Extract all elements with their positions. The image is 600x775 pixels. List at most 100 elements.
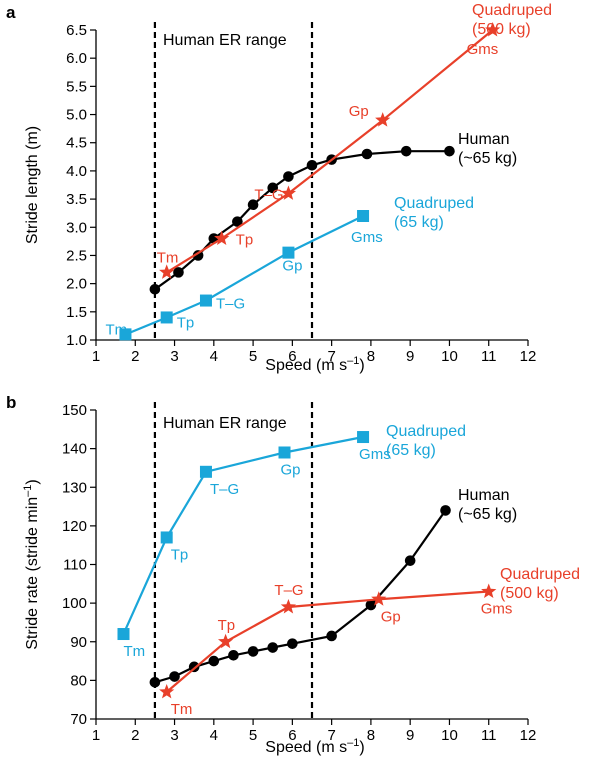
x-tick-label: 5: [249, 727, 257, 744]
series-quadruped-500-kg: Tm Tp T–G Gp Gms Quadruped (500 kg): [159, 566, 580, 718]
x-tick-label: 11: [481, 727, 497, 744]
y-tick-label: 140: [62, 441, 87, 458]
er-range-label: Human ER range: [163, 32, 287, 49]
gait-label: T–G: [216, 296, 245, 313]
x-tick-label: 5: [249, 348, 257, 365]
x-tick-label: 1: [92, 348, 100, 365]
gait-label: Gms: [467, 41, 499, 58]
x-tick-label: 1: [92, 727, 100, 744]
data-point-star: [217, 633, 234, 649]
y-tick-label: 4.5: [66, 135, 87, 152]
x-tick-label: 7: [327, 727, 335, 744]
y-tick-label: 6.0: [66, 50, 87, 67]
data-point-square: [160, 531, 173, 544]
x-axis-label: Speed (m s–1): [265, 737, 364, 756]
data-point-circle: [232, 216, 243, 227]
x-axis-label-sup: –1: [347, 737, 359, 749]
x-tick-label: 4: [210, 348, 218, 365]
x-axis-label-close: ): [359, 357, 364, 374]
x-tick-label: 11: [481, 348, 497, 365]
y-axis-label-main: Stride length (m): [24, 126, 41, 244]
data-point-square: [199, 294, 212, 307]
x-tick-label: 4: [210, 727, 218, 744]
data-point-circle: [267, 182, 279, 194]
data-point-circle: [440, 505, 451, 516]
series-quadruped-500-kg: Tm Tp T–G Gp Gms Quadruped (500 kg): [157, 2, 552, 279]
gait-label: Gms: [481, 601, 513, 618]
data-point-circle: [169, 671, 180, 682]
series-label: (~65 kg): [458, 506, 517, 523]
y-tick-label: 90: [70, 634, 87, 651]
series-line: [165, 590, 489, 693]
gait-label: Tp: [236, 232, 254, 249]
data-point-square: [117, 628, 130, 641]
data-point-star: [159, 683, 175, 699]
data-point-circle: [149, 283, 161, 295]
data-point-star: [375, 112, 391, 127]
y-tick-label: 1.0: [66, 332, 87, 349]
y-tick-label: 2.0: [66, 276, 87, 293]
series-label: Quadruped: [394, 195, 474, 212]
gait-label: Tm: [171, 701, 193, 718]
x-tick-label: 3: [170, 348, 178, 365]
gait-label: Gp: [281, 461, 301, 478]
data-point-square: [278, 446, 291, 459]
data-point-star: [214, 230, 230, 246]
gait-label: Tp: [171, 546, 189, 563]
gait-label: Tm: [105, 321, 127, 338]
y-axis-label-close: ): [24, 479, 41, 484]
gait-label: Tp: [177, 314, 195, 331]
series-label: (65 kg): [394, 214, 444, 231]
er-range-label: Human ER range: [163, 415, 287, 432]
data-point-circle: [444, 145, 455, 157]
x-tick-label: 12: [520, 348, 537, 365]
panel-letter: a: [6, 3, 16, 22]
y-axis-label: Stride length (m): [24, 126, 41, 244]
y-axis-label: Stride rate (stride min–1): [22, 479, 41, 650]
x-tick-label: 8: [367, 727, 375, 744]
gait-label: Gms: [351, 229, 383, 246]
y-axis-label-main: Stride rate (stride min: [24, 497, 41, 650]
series-quadruped-65-kg: Tm Tp T–G Gp Gms Quadruped (65 kg): [105, 195, 474, 341]
x-tick-label: 10: [441, 727, 458, 744]
x-tick-label: 6: [288, 348, 296, 365]
x-axis-label-sup: –1: [347, 355, 359, 367]
y-tick-label: 6.5: [66, 22, 87, 39]
gait-label: T–G: [254, 186, 283, 203]
data-point-circle: [149, 677, 161, 688]
series-label: Quadruped: [472, 2, 552, 19]
y-tick-label: 120: [62, 518, 87, 535]
panel-b: b1 2 3 4 5 6 7 8 9 10 11 12708090100110120130140150…: [6, 393, 580, 756]
data-point-circle: [192, 250, 204, 261]
y-tick-label: 150: [62, 402, 87, 419]
data-point-square: [357, 210, 370, 222]
data-point-star: [485, 22, 501, 37]
x-axis-label-close: ): [359, 739, 364, 756]
x-tick-label: 2: [131, 348, 139, 365]
data-point-square: [160, 311, 173, 324]
y-tick-label: 70: [70, 711, 87, 728]
panel-a: a1 2 3 4 5 6 7 8 9 10 11 121.01.52.02.53.03.54.04.5…: [6, 2, 552, 374]
x-tick-label: 9: [406, 727, 414, 744]
data-point-star: [481, 583, 497, 599]
data-point-circle: [173, 267, 184, 278]
data-point-circle: [247, 646, 259, 657]
data-point-circle: [400, 145, 412, 157]
data-point-circle: [404, 555, 416, 566]
y-tick-label: 130: [62, 479, 87, 496]
data-point-square: [282, 246, 295, 259]
x-tick-label: 7: [327, 348, 335, 365]
y-tick-label: 2.5: [66, 247, 87, 264]
data-point-circle: [267, 642, 279, 653]
gait-label: Tm: [123, 643, 145, 660]
x-tick-label: 9: [406, 348, 414, 365]
gait-label: Gms: [359, 446, 391, 463]
y-tick-label: 1.5: [66, 304, 87, 321]
data-point-circle: [365, 599, 377, 611]
data-point-circle: [287, 638, 298, 649]
y-tick-label: 5.0: [66, 107, 87, 124]
data-point-square: [199, 465, 212, 478]
x-tick-label: 10: [441, 348, 458, 365]
data-point-star: [280, 598, 297, 614]
